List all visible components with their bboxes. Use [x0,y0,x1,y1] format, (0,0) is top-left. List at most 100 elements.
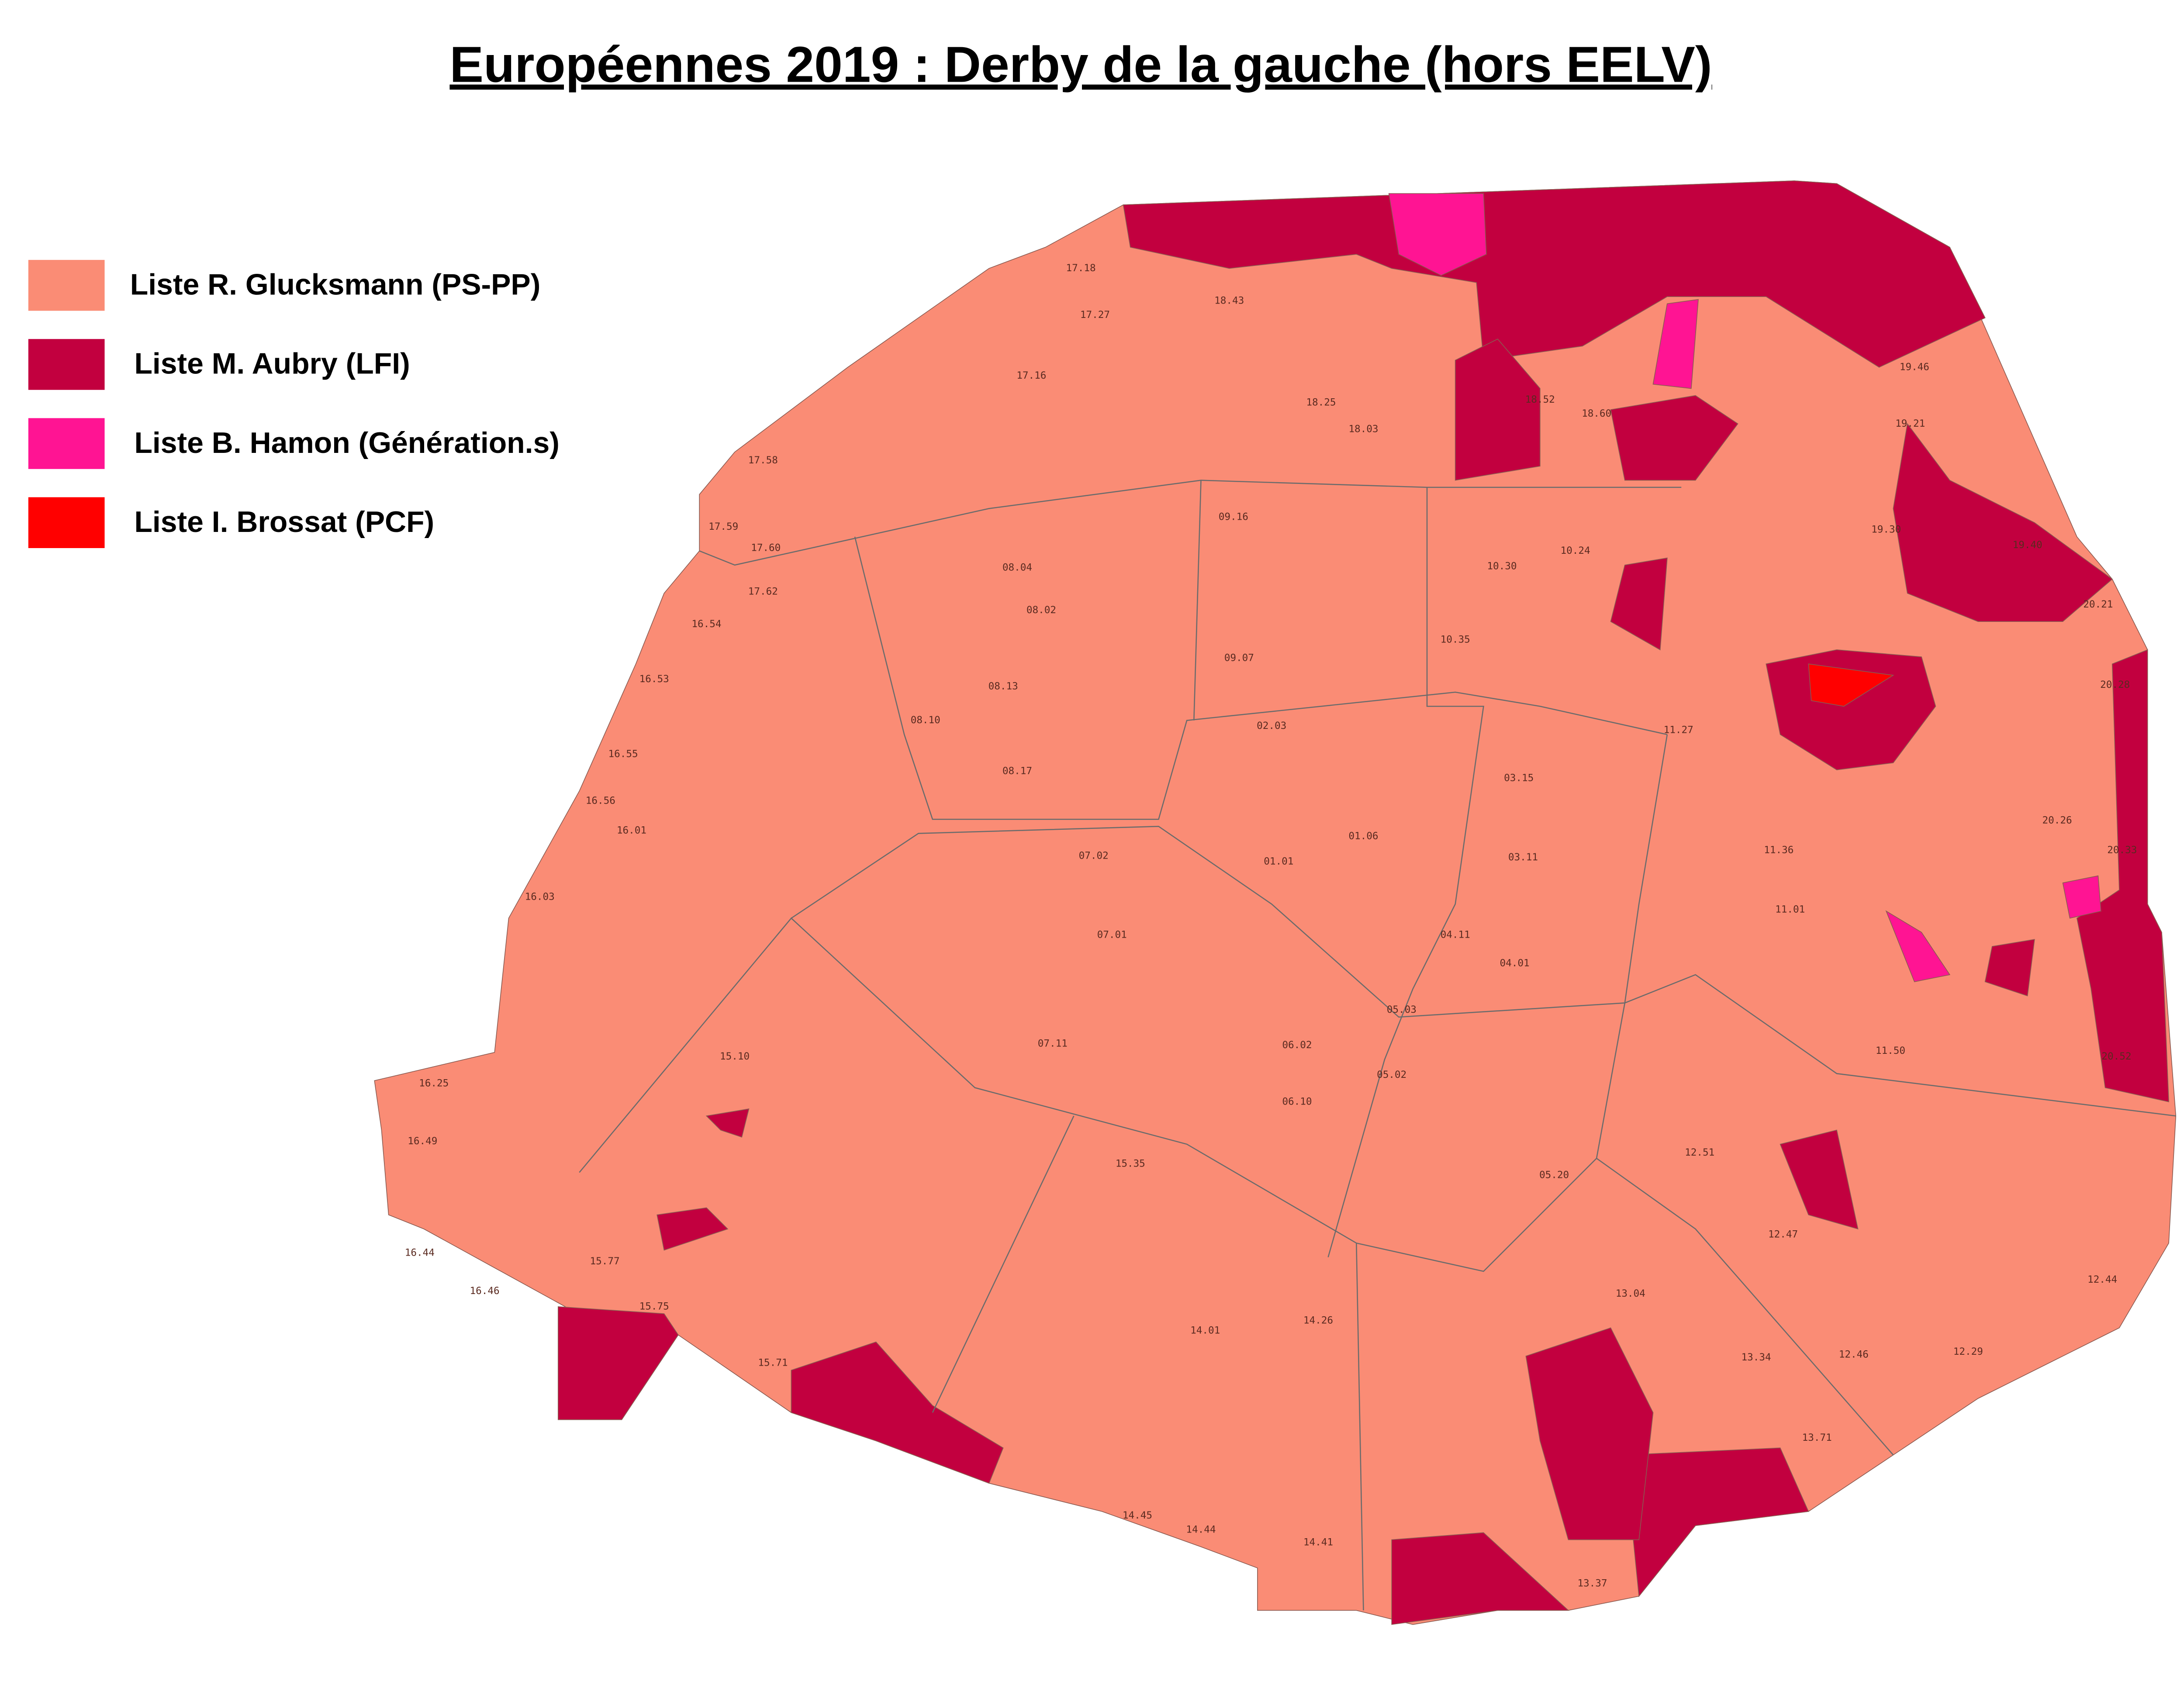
bureau-label: 16.56 [586,795,615,806]
legend: Liste R. Glucksmann (PS-PP) Liste M. Aubr… [28,260,560,548]
legend-label: Liste R. Glucksmann (PS-PP) [130,269,541,301]
bureau-area [1808,663,1894,707]
bureau-label: 10.24 [1561,545,1590,556]
bureau-label: 09.16 [1219,511,1248,522]
bureau-label: 15.71 [758,1357,788,1369]
bureau-label: 16.03 [525,891,555,902]
bureau-label: 11.36 [1764,845,1794,856]
boundary [1193,480,1484,1258]
bureau-area [1624,1447,1809,1597]
bureau-area [1766,649,1936,770]
bureau-label: 05.20 [1539,1170,1569,1181]
bureau-label: 17.16 [1016,370,1046,381]
bureau-label: 14.26 [1303,1315,1333,1326]
boundary [854,536,1668,820]
bureau-label: 15.75 [639,1301,669,1312]
bureau-label: 16.49 [408,1136,437,1147]
bureau-label: 12.44 [2087,1274,2117,1285]
bureau-label: 10.35 [1441,634,1470,645]
bureau-label: 14.45 [1123,1510,1152,1521]
legend-label: Liste B. Hamon (Génération.s) [134,427,559,459]
bureau-label: 16.55 [608,749,638,760]
bureau-label: 17.59 [708,521,738,532]
bureau-label: 02.03 [1257,720,1286,732]
bureau-label: 14.41 [1303,1537,1333,1548]
boundary [791,825,2176,1117]
bureau-area [1525,1327,1654,1540]
bureau-area [374,180,2177,1625]
bureau-label: 01.06 [1348,830,1378,842]
bureau-area [1893,423,2113,622]
bureau-label: 18.60 [1582,408,1611,419]
bureau-area [1455,338,1541,481]
bureau-label: 13.04 [1616,1288,1645,1299]
bureau-label: 11.50 [1876,1045,1905,1056]
bureau-label: 08.13 [988,680,1018,692]
bureau-label: 08.02 [1026,604,1056,616]
bureau-area [1391,1532,1569,1625]
bureau-label: 14.44 [1186,1524,1216,1535]
bureau-label: 17.58 [748,455,778,466]
bureau-area [1388,193,1487,276]
boundary [579,917,1626,1272]
legend-label: Liste M. Aubry (LFI) [134,348,410,380]
bureau-label: 13.71 [1802,1432,1832,1443]
bureau-label: 11.01 [1775,904,1805,915]
bureau-label: 12.47 [1768,1229,1798,1240]
bureau-label: 19.21 [1895,418,1925,429]
bureau-label: 16.01 [617,825,646,836]
bureau-label: 03.15 [1504,773,1534,784]
bureau-area [1610,557,1668,651]
regions [374,180,2177,1625]
bureau-area [1610,395,1738,481]
bureau-label: 15.35 [1116,1158,1145,1170]
bureau-label: 20.26 [2042,815,2072,826]
map-title: Européennes 2019 : Derby de la gauche (h… [449,36,1712,93]
bureau-area [705,1108,750,1138]
bureau-label: 06.10 [1282,1096,1312,1107]
bureau-area [791,1341,1004,1484]
bureau-label: 08.17 [1002,765,1032,777]
bureau-label: 16.54 [691,618,721,630]
bureau-label: 14.01 [1190,1325,1220,1336]
bureau-label: 12.51 [1685,1147,1714,1158]
bureau-label: 20.28 [2100,679,2130,690]
bureau-label: 16.53 [639,673,669,685]
bureau-label: 19.30 [1871,524,1901,535]
bureau-label: 08.10 [911,714,940,726]
boundary [932,734,1894,1611]
legend-label: Liste I. Brossat (PCF) [134,506,434,538]
bureau-label: 16.44 [405,1247,435,1258]
bureau-label: 07.11 [1038,1038,1068,1049]
bureau-label: 04.01 [1500,957,1529,969]
bureau-label: 20.21 [2083,599,2113,610]
bureau-label: 18.25 [1306,397,1336,408]
bureau-area [557,1306,679,1420]
bureau-label: 10.30 [1487,560,1517,572]
bureau-label: 05.03 [1387,1004,1417,1015]
bureau-label: 18.43 [1214,295,1244,306]
bureau-label: 17.27 [1080,309,1110,321]
bureau-label: 07.01 [1097,929,1127,941]
bureau-label: 17.62 [748,586,778,597]
bureau-label: 16.46 [470,1285,500,1297]
bureau-label: 17.18 [1066,262,1095,274]
boundaries [579,480,2176,1611]
legend-swatch [28,339,105,390]
bureau-label: 11.27 [1664,725,1693,736]
bureau-area [1780,1129,1859,1230]
legend-swatch [28,260,105,311]
bureau-label: 20.52 [2101,1051,2131,1062]
bureau-area [657,1207,729,1251]
bureau-label: 15.10 [720,1051,750,1062]
bureau-label: 16.25 [419,1077,449,1089]
bureau-label: 17.60 [751,542,781,553]
bureau-label: 19.40 [2013,539,2042,551]
bureau-area [1652,299,1699,389]
bureau-label: 13.37 [1577,1577,1607,1589]
legend-swatch [28,418,105,469]
bureau-label: 15.77 [590,1256,619,1267]
bureau-label: 05.02 [1377,1069,1406,1080]
bureau-area [2062,875,2101,919]
